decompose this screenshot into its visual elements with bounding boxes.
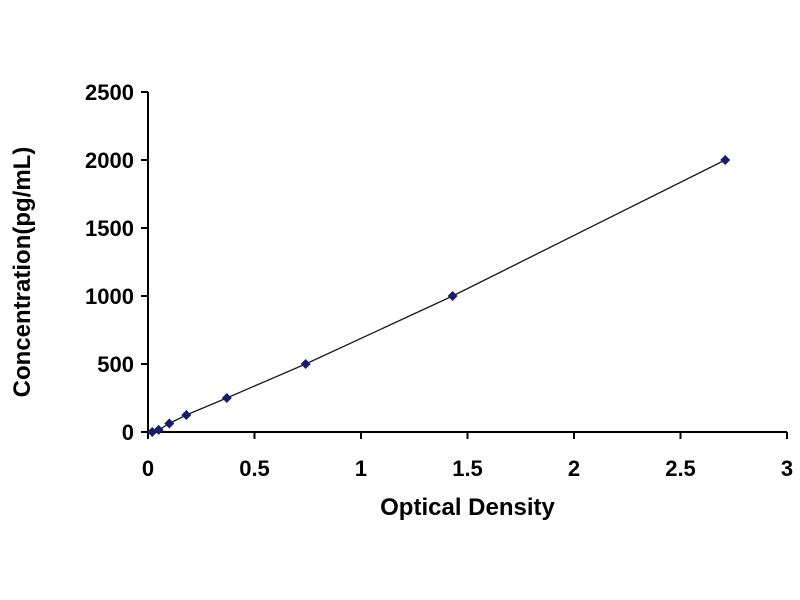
data-point bbox=[164, 418, 175, 429]
y-tick-label: 0 bbox=[122, 420, 134, 445]
axes bbox=[147, 92, 787, 433]
y-tick-label: 1000 bbox=[85, 284, 134, 309]
data-points bbox=[147, 155, 731, 437]
x-tick-label: 2 bbox=[568, 456, 580, 481]
y-tick-label: 2000 bbox=[85, 148, 134, 173]
series-line bbox=[152, 159, 726, 433]
x-tick-label: 2.5 bbox=[665, 456, 696, 481]
fit-lines bbox=[152, 159, 726, 433]
y-axis-title: Concentration(pg/mL) bbox=[9, 147, 36, 398]
y-tick-label: 2500 bbox=[85, 80, 134, 105]
data-point bbox=[153, 424, 164, 435]
data-point bbox=[181, 410, 192, 420]
y-tick-label: 1500 bbox=[85, 216, 134, 241]
y-tick-label: 500 bbox=[97, 352, 134, 377]
x-tick-label: 0.5 bbox=[239, 456, 270, 481]
x-tick-label: 1 bbox=[355, 456, 367, 481]
x-axis-title: Optical Density bbox=[380, 494, 555, 521]
x-tick-label: 0 bbox=[142, 456, 154, 481]
y-ticks: 0 500 1000 1500 2000 2500 bbox=[85, 80, 148, 445]
data-point bbox=[300, 359, 311, 369]
data-point bbox=[221, 393, 232, 403]
data-point bbox=[720, 155, 731, 165]
data-point bbox=[447, 291, 458, 301]
x-tick-label: 3 bbox=[781, 456, 793, 481]
x-ticks: 0 0.5 1 1.5 2 2.5 3 bbox=[142, 432, 793, 481]
x-tick-label: 1.5 bbox=[452, 456, 483, 481]
